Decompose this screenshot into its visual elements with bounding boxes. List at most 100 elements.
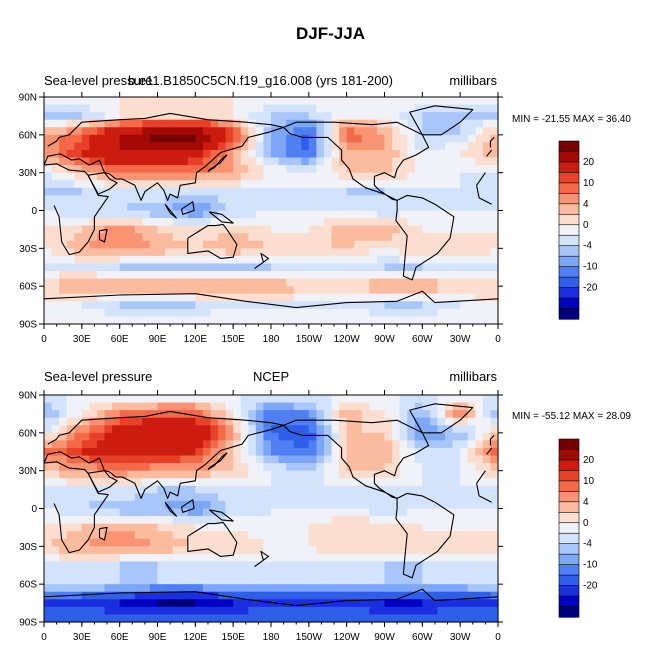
field-cell [233, 278, 242, 287]
field-cell [157, 493, 166, 502]
field-cell [149, 210, 159, 219]
field-cell [195, 417, 204, 426]
field-cell [346, 440, 355, 449]
field-cell [149, 142, 159, 151]
field-cell [210, 478, 219, 487]
field-cell [376, 569, 386, 578]
field-cell [255, 271, 265, 280]
field-cell [301, 447, 310, 457]
field-cell [240, 561, 249, 570]
field-cell [316, 240, 325, 249]
field-cell [44, 410, 53, 419]
field-cell [74, 149, 83, 159]
field-cell [376, 202, 386, 212]
field-cell [414, 508, 423, 517]
field-cell [210, 440, 219, 449]
field-cell [301, 569, 310, 578]
field-cell [392, 455, 401, 464]
field-cell [180, 516, 189, 525]
field-cell [482, 127, 492, 136]
field-cell [202, 248, 212, 257]
field-cell [301, 293, 310, 302]
field-cell [195, 278, 204, 287]
field-cell [437, 248, 446, 257]
field-cell [445, 516, 454, 525]
field-cell [384, 425, 393, 434]
field-cell [445, 195, 454, 204]
field-cell [271, 202, 280, 212]
field-cell [399, 538, 408, 547]
field-cell [96, 561, 106, 570]
field-cell [119, 172, 128, 181]
field-cell [475, 210, 484, 219]
field-cell [293, 225, 302, 234]
field-cell [293, 584, 302, 593]
field-cell [44, 500, 53, 510]
field-cell [467, 478, 476, 487]
field-cell [112, 546, 121, 555]
field-cell [482, 316, 492, 325]
field-cell [354, 500, 363, 510]
field-cell [407, 538, 416, 547]
field-cell [218, 187, 227, 196]
field-cell [225, 500, 234, 510]
field-cell [51, 470, 60, 479]
field-cell [202, 271, 212, 280]
field-cell [460, 119, 469, 128]
field-cell [437, 591, 446, 600]
field-cell [445, 271, 454, 280]
field-cell [142, 410, 151, 419]
field-cell [323, 591, 333, 600]
field-cell [127, 202, 136, 212]
field-cell [248, 500, 257, 510]
field-cell [233, 493, 242, 502]
field-cell [369, 561, 378, 570]
field-cell [399, 165, 408, 174]
field-cell [301, 591, 310, 600]
field-cell [490, 493, 499, 502]
field-cell [271, 538, 280, 547]
field-cell [255, 149, 265, 159]
field-cell [384, 500, 393, 510]
field-cell [429, 225, 439, 234]
field-cell [66, 172, 75, 181]
field-cell [286, 271, 295, 280]
field-cell [263, 523, 272, 532]
field-cell [475, 301, 484, 310]
field-cell [255, 187, 265, 196]
field-cell [361, 516, 370, 525]
field-cell [233, 523, 242, 532]
field-cell [369, 584, 378, 593]
field-cell [301, 606, 310, 616]
field-cell [165, 440, 174, 449]
field-cell [323, 210, 333, 219]
field-cell [149, 432, 159, 441]
field-cell [301, 210, 310, 219]
field-cell [278, 508, 287, 517]
field-cell [293, 149, 302, 159]
field-cell [210, 97, 219, 106]
field-cell [490, 584, 499, 593]
field-cell [81, 218, 90, 227]
field-cell [331, 97, 340, 106]
field-cell [89, 470, 98, 479]
field-cell [157, 157, 166, 166]
field-cell [437, 500, 446, 510]
field-cell [119, 210, 128, 219]
field-cell [354, 149, 363, 159]
field-cell [225, 127, 234, 136]
field-cell [392, 523, 401, 532]
field-cell [51, 187, 60, 196]
field-cell [271, 263, 280, 272]
field-cell [81, 500, 90, 510]
field-cell [369, 455, 378, 464]
field-cell [422, 561, 431, 570]
field-cell [407, 485, 416, 494]
field-cell [278, 516, 287, 525]
field-cell [149, 119, 159, 128]
field-cell [210, 508, 219, 517]
field-cell [361, 599, 370, 608]
field-cell [308, 134, 317, 143]
field-cell [414, 195, 423, 204]
